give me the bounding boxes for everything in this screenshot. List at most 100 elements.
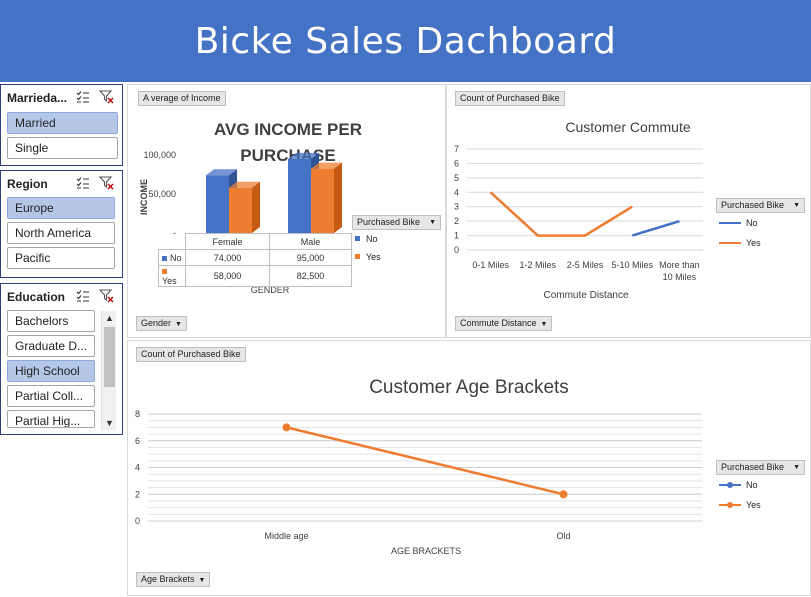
y-tick-label: 50,000 [148, 189, 176, 199]
axis-field-label: Gender [141, 318, 172, 328]
value-field-button[interactable]: Count of Purchased Bike [136, 347, 246, 362]
legend-swatch-yes [162, 269, 167, 274]
slicer-item-pacific[interactable]: Pacific [7, 247, 115, 269]
slicer-header: Region [1, 171, 122, 197]
slicer-title: Education [7, 290, 66, 304]
x-axis-label: GENDER [251, 285, 290, 295]
slicer-married: Marrieda... Married Single [0, 84, 123, 166]
commute-chart-panel[interactable]: Count of Purchased Bike Customer Commute… [446, 84, 811, 338]
slicer-item-north-america[interactable]: North America [7, 222, 115, 244]
data-table: Female Male No 74,000 95,000 Yes 58,000 … [158, 233, 352, 287]
y-tick-label: 8 [135, 409, 140, 419]
legend-filter-button[interactable]: Purchased Bike ▼ [716, 460, 805, 475]
income-chart-panel[interactable]: A verage of Income AVG INCOME PER PURCHA… [127, 84, 446, 338]
chart-legend: Purchased Bike ▼ No Yes [352, 215, 441, 266]
x-tick-label: 5-10 Miles [611, 260, 653, 270]
axis-field-button[interactable]: Age Brackets ▼ [136, 572, 211, 587]
table-header: Female [185, 233, 270, 250]
slicer-item-graduate-degree[interactable]: Graduate D... [7, 335, 95, 357]
commute-line-chart: Customer Commute 0 1 2 3 4 5 6 7 0-1 Miles 1-2 M… [454, 119, 703, 301]
axis-field-button[interactable]: Commute Distance ▼ [455, 316, 553, 331]
slicer-title: Marrieda... [7, 91, 68, 105]
value-field-button[interactable]: Count of Purchased Bike [455, 91, 565, 106]
legend-item-yes: Yes [716, 233, 805, 253]
slicer-item-single[interactable]: Single [7, 137, 118, 159]
axis-field-label: Commute Distance [460, 318, 537, 328]
table-cell: 82,500 [269, 265, 352, 287]
x-tick-label: 2-5 Miles [567, 260, 604, 270]
multi-select-icon[interactable] [76, 90, 90, 104]
slicer-item-high-school[interactable]: High School [7, 360, 95, 382]
value-field-button[interactable]: A verage of Income [138, 91, 226, 106]
dropdown-arrow-icon: ▼ [198, 577, 206, 584]
clear-filter-icon[interactable] [99, 175, 114, 190]
bar-yes-male [311, 162, 342, 233]
table-row: No 74,000 95,000 [158, 249, 352, 266]
dropdown-arrow-icon: ▼ [793, 202, 800, 209]
x-axis-label: Commute Distance [543, 290, 628, 301]
scroll-thumb[interactable] [104, 327, 115, 387]
slicer-item-married[interactable]: Married [7, 112, 118, 134]
legend-item-yes: Yes [352, 248, 441, 266]
slicer-header: Marrieda... [1, 85, 122, 111]
series-line-yes [489, 191, 633, 237]
slicer-title: Region [7, 177, 48, 191]
chart-title: Customer Commute [565, 119, 690, 135]
x-tick-label: 0-1 Miles [472, 260, 509, 270]
x-tick-label: More than [659, 260, 700, 270]
chart-title: Customer Age Brackets [369, 377, 569, 398]
value-field-label: Count of Purchased Bike [460, 93, 560, 103]
y-tick-label: 6 [135, 436, 140, 446]
dashboard-header: Bicke Sales Dachboard [0, 0, 811, 82]
data-point-yes [559, 490, 568, 499]
legend-item-no: No [716, 475, 805, 495]
chart-title-line-1: AVG INCOME PER [214, 120, 362, 139]
slicer-scrollbar[interactable]: ▲ ▼ [101, 311, 116, 430]
legend-item-no: No [352, 230, 441, 248]
legend-item-no: No [716, 213, 805, 233]
y-tick-label: 100,000 [143, 150, 176, 160]
scroll-up-icon[interactable]: ▲ [105, 313, 114, 323]
x-tick-label: Old [556, 531, 570, 541]
table-cell: 95,000 [269, 249, 352, 266]
age-chart-panel[interactable]: Count of Purchased Bike Customer Age Bra… [127, 340, 811, 596]
multi-select-icon[interactable] [76, 289, 90, 303]
legend-filter-button[interactable]: Purchased Bike ▼ [716, 198, 805, 213]
slicer-region: Region Europe North America Pacific [0, 170, 123, 278]
multi-select-icon[interactable] [76, 176, 90, 190]
y-axis-label: INCOME [139, 179, 149, 215]
y-tick-label: 3 [454, 202, 459, 212]
dropdown-arrow-icon: ▼ [175, 321, 182, 328]
slicer-item-partial-college[interactable]: Partial Coll... [7, 385, 95, 407]
y-tick-label: 0 [454, 245, 459, 255]
clear-filter-icon[interactable] [99, 89, 114, 104]
dropdown-arrow-icon: ▼ [793, 464, 800, 471]
table-header: Male [269, 233, 352, 250]
table-cell: 58,000 [185, 265, 270, 287]
legend-header: Purchased Bike [357, 217, 421, 227]
slicer-item-europe[interactable]: Europe [7, 197, 115, 219]
y-tick-label: 0 [135, 516, 140, 526]
legend-filter-button[interactable]: Purchased Bike ▼ [352, 215, 441, 230]
table-cell: 74,000 [185, 249, 270, 266]
x-tick-label: 10 Miles [663, 272, 697, 282]
table-row: Yes 58,000 82,500 [158, 265, 352, 287]
age-line-chart: Customer Age Brackets 0 2 4 6 8 Middle age Ol… [135, 377, 702, 556]
y-tick-label: - [173, 228, 176, 238]
axis-field-label: Age Brackets [141, 574, 195, 584]
y-tick-label: 1 [454, 231, 459, 241]
legend-swatch-no [162, 255, 167, 261]
y-tick-label: 2 [454, 216, 459, 226]
scroll-down-icon[interactable]: ▼ [105, 418, 114, 428]
value-field-label: Count of Purchased Bike [141, 349, 241, 359]
slicer-item-bachelors[interactable]: Bachelors [7, 310, 95, 332]
clear-filter-icon[interactable] [99, 288, 114, 303]
x-axis-label: AGE BRACKETS [391, 546, 461, 556]
axis-field-button[interactable]: Gender ▼ [136, 316, 187, 331]
data-point-yes [282, 423, 291, 432]
y-tick-label: 4 [135, 463, 140, 473]
row-label: No [170, 252, 182, 263]
slicer-item-partial-high-school[interactable]: Partial Hig... [7, 410, 95, 428]
y-tick-label: 7 [454, 144, 459, 154]
dropdown-arrow-icon: ▼ [429, 219, 436, 226]
